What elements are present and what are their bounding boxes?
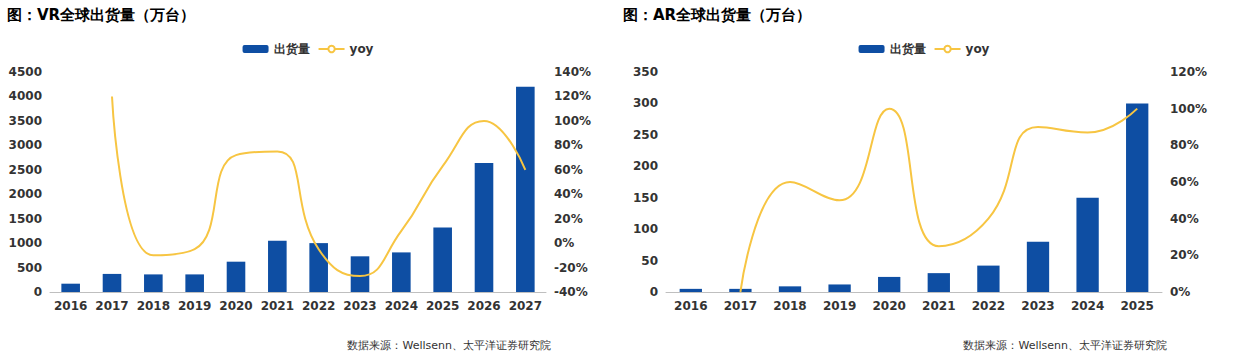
svg-text:4000: 4000	[9, 89, 42, 103]
svg-text:3000: 3000	[9, 138, 42, 152]
svg-text:120%: 120%	[1170, 65, 1207, 79]
svg-text:yoy: yoy	[350, 42, 374, 56]
svg-text:100%: 100%	[1170, 102, 1207, 116]
svg-text:2020: 2020	[872, 299, 905, 313]
svg-text:2017: 2017	[95, 299, 128, 313]
svg-text:0%: 0%	[1170, 285, 1190, 299]
svg-text:350: 350	[633, 65, 658, 79]
svg-text:80%: 80%	[1170, 138, 1199, 152]
svg-text:2019: 2019	[823, 299, 856, 313]
svg-text:2023: 2023	[1021, 299, 1054, 313]
svg-text:140%: 140%	[554, 65, 591, 79]
svg-text:2018: 2018	[137, 299, 170, 313]
svg-text:2018: 2018	[773, 299, 806, 313]
svg-text:数据来源：Wellsenn、太平洋证券研究院: 数据来源：Wellsenn、太平洋证券研究院	[347, 339, 551, 352]
svg-text:60%: 60%	[554, 163, 583, 177]
svg-text:20%: 20%	[1170, 248, 1199, 262]
svg-text:数据来源：Wellsenn、太平洋证券研究院: 数据来源：Wellsenn、太平洋证券研究院	[963, 339, 1167, 352]
svg-text:2027: 2027	[509, 299, 542, 313]
svg-text:300: 300	[633, 96, 658, 110]
svg-text:1500: 1500	[9, 212, 42, 226]
svg-text:60%: 60%	[1170, 175, 1199, 189]
svg-text:1000: 1000	[9, 236, 42, 250]
svg-text:2000: 2000	[9, 187, 42, 201]
svg-text:2021: 2021	[922, 299, 955, 313]
svg-text:2016: 2016	[54, 299, 87, 313]
svg-text:2023: 2023	[343, 299, 376, 313]
svg-text:2025: 2025	[426, 299, 459, 313]
svg-text:0: 0	[650, 285, 658, 299]
svg-text:0: 0	[34, 285, 42, 299]
svg-text:0%: 0%	[554, 236, 574, 250]
svg-text:出货量: 出货量	[890, 42, 926, 56]
svg-text:-40%: -40%	[554, 285, 588, 299]
svg-text:500: 500	[17, 261, 42, 275]
svg-text:2500: 2500	[9, 163, 42, 177]
svg-text:100: 100	[633, 222, 658, 236]
svg-text:250: 250	[633, 128, 658, 142]
svg-text:2022: 2022	[972, 299, 1005, 313]
svg-text:2017: 2017	[724, 299, 757, 313]
svg-text:80%: 80%	[554, 138, 583, 152]
svg-text:20%: 20%	[554, 212, 583, 226]
svg-text:120%: 120%	[554, 89, 591, 103]
svg-text:图：VR全球出货量（万台）: 图：VR全球出货量（万台）	[7, 6, 195, 24]
svg-text:50: 50	[641, 254, 658, 268]
svg-text:2021: 2021	[261, 299, 294, 313]
svg-text:2022: 2022	[302, 299, 335, 313]
svg-text:40%: 40%	[554, 187, 583, 201]
svg-text:2025: 2025	[1120, 299, 1153, 313]
svg-text:3500: 3500	[9, 114, 42, 128]
svg-text:-20%: -20%	[554, 261, 588, 275]
svg-text:2016: 2016	[674, 299, 707, 313]
svg-text:100%: 100%	[554, 114, 591, 128]
svg-text:40%: 40%	[1170, 212, 1199, 226]
svg-text:图：AR全球出货量（万台）: 图：AR全球出货量（万台）	[623, 6, 811, 24]
svg-text:150: 150	[633, 191, 658, 205]
svg-text:2026: 2026	[467, 299, 500, 313]
svg-text:出货量: 出货量	[274, 42, 310, 56]
svg-text:2020: 2020	[219, 299, 252, 313]
svg-text:2019: 2019	[178, 299, 211, 313]
svg-text:2024: 2024	[1071, 299, 1104, 313]
svg-text:2024: 2024	[385, 299, 418, 313]
svg-text:yoy: yoy	[966, 42, 990, 56]
svg-text:4500: 4500	[9, 65, 42, 79]
svg-text:200: 200	[633, 159, 658, 173]
